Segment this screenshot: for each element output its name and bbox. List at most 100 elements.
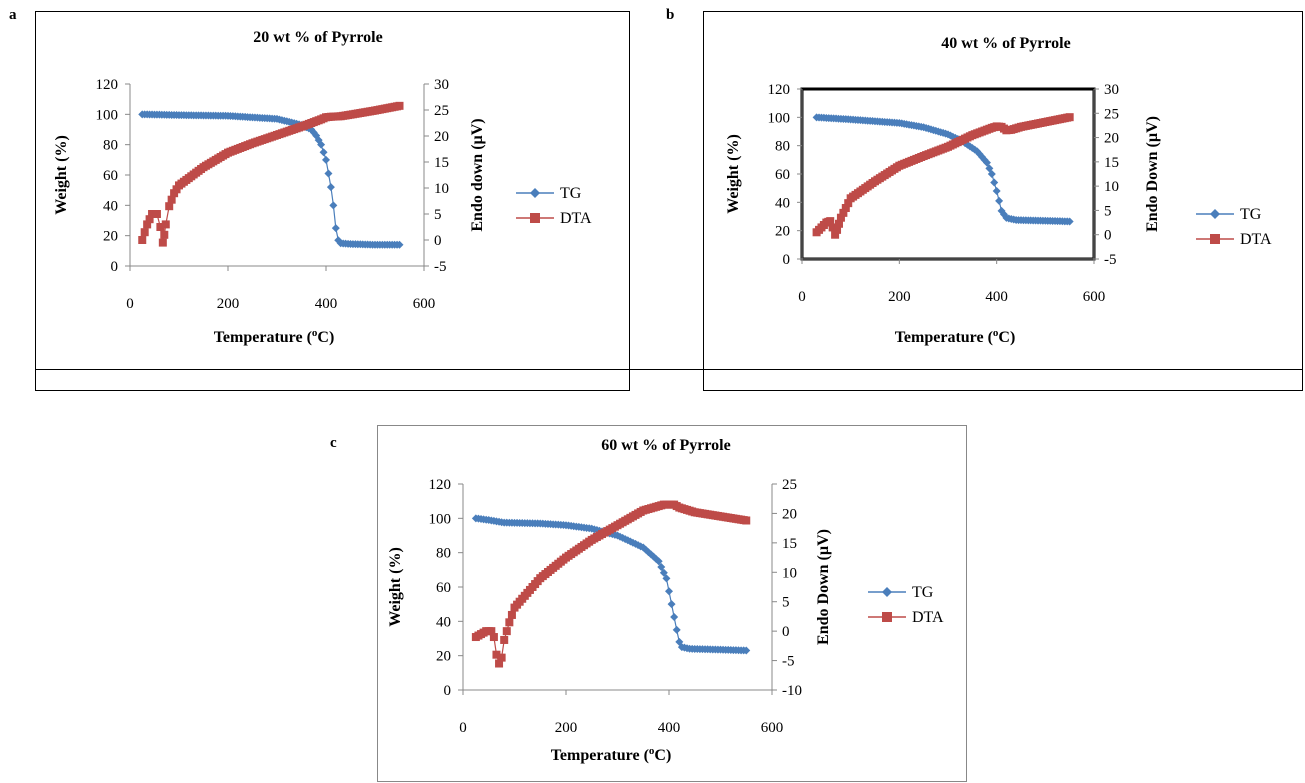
y-tick-label: 120 <box>768 82 791 98</box>
connector-line <box>630 369 703 370</box>
data-point-tg <box>985 164 994 173</box>
y-axis-label: Weight (%) <box>725 134 742 214</box>
y-tick-label: 20 <box>436 649 451 665</box>
data-point-tg <box>319 148 328 157</box>
y-tick-label: 0 <box>444 683 452 699</box>
data-point-tg <box>665 587 673 596</box>
y2-tick-label: 25 <box>434 103 449 119</box>
y-tick-label: 0 <box>111 259 119 275</box>
data-point-tg <box>659 568 668 577</box>
data-point-tg <box>329 201 338 210</box>
y-tick-label: 60 <box>103 168 118 184</box>
x-tick-label: 400 <box>985 289 1008 305</box>
data-point-tg <box>670 613 679 622</box>
data-point-tg <box>992 187 1001 195</box>
x-tick-label: 200 <box>217 296 240 312</box>
footer-rule-a <box>35 369 630 370</box>
x-tick-label: 400 <box>658 720 681 736</box>
legend-label-tg: TG <box>560 185 582 202</box>
y2-tick-label: 20 <box>434 129 449 145</box>
data-point-dta <box>395 101 404 110</box>
data-point-tg <box>657 562 666 571</box>
y2-tick-label: 10 <box>782 565 797 581</box>
data-point-tg <box>326 183 335 192</box>
legend-label-dta: DTA <box>1240 231 1272 248</box>
y2-tick-label: 15 <box>1104 155 1119 171</box>
x-tick-label: 600 <box>413 296 436 312</box>
y-tick-label: 120 <box>96 77 119 93</box>
data-point-dta <box>505 618 514 627</box>
data-point-dta <box>143 220 152 229</box>
data-point-tg <box>982 158 991 167</box>
x-axis-label: Temperature (oC) <box>895 327 1016 346</box>
legend-marker-dta <box>1210 234 1220 244</box>
x-tick-label: 0 <box>798 289 806 305</box>
y-tick-label: 60 <box>775 167 790 183</box>
y2-axis-label: Endo Down (µV) <box>815 529 832 645</box>
data-point-tg <box>654 557 663 566</box>
footer-rule-b <box>703 369 1303 370</box>
data-point-dta <box>497 653 506 662</box>
panel-letter-c: c <box>330 435 337 451</box>
plot-area-border <box>800 87 1096 261</box>
y2-tick-label: -5 <box>782 654 795 670</box>
data-point-tg <box>990 178 999 187</box>
x-tick-label: 400 <box>315 296 338 312</box>
data-point-dta <box>489 633 498 642</box>
data-point-dta <box>140 228 149 237</box>
y2-tick-label: 0 <box>782 624 790 640</box>
legend-marker-dta <box>530 213 540 223</box>
data-point-dta <box>831 230 840 239</box>
series-tg <box>471 514 751 655</box>
legend-marker-tg <box>530 188 540 198</box>
x-tick-label: 0 <box>126 296 134 312</box>
x-tick-label: 600 <box>761 720 784 736</box>
y2-tick-label: 15 <box>782 536 797 552</box>
legend-label-tg: TG <box>912 584 934 601</box>
series-line-dta <box>141 105 400 243</box>
data-point-dta <box>841 204 850 212</box>
data-point-tg <box>667 600 676 609</box>
y-tick-label: 40 <box>775 195 790 211</box>
data-point-dta <box>839 208 848 217</box>
legend-label-tg: TG <box>1240 206 1262 223</box>
data-point-dta <box>1065 113 1074 122</box>
y-tick-label: 80 <box>436 546 451 562</box>
y-axis-label: Weight (%) <box>387 547 404 627</box>
y2-axis-label: Endo down (µV) <box>469 118 486 231</box>
y2-tick-label: 25 <box>782 477 797 493</box>
y-tick-label: 80 <box>103 138 118 154</box>
y2-axis-label: Endo Down (µV) <box>1144 116 1161 232</box>
data-point-dta <box>165 202 174 211</box>
x-tick-label: 600 <box>1083 289 1106 305</box>
y2-tick-label: 30 <box>434 77 449 93</box>
data-point-tg <box>672 625 681 634</box>
data-point-dta <box>156 223 165 231</box>
legend-label-dta: DTA <box>560 210 592 227</box>
data-point-dta <box>487 627 496 636</box>
x-tick-label: 200 <box>888 289 911 305</box>
y2-tick-label: -5 <box>1104 252 1117 268</box>
y2-tick-label: 20 <box>782 506 797 522</box>
x-tick-label: 200 <box>555 720 578 736</box>
y2-tick-label: 5 <box>782 595 790 611</box>
chart-title: 60 wt % of Pyrrole <box>601 437 730 454</box>
data-point-dta <box>500 635 509 644</box>
panel-letter-b: b <box>666 7 675 23</box>
legend-marker-dta <box>882 612 892 622</box>
y-tick-label: 100 <box>768 110 791 126</box>
data-point-dta <box>742 516 751 525</box>
data-point-dta <box>507 610 516 619</box>
data-point-dta <box>145 215 154 224</box>
y2-tick-label: 5 <box>434 207 442 223</box>
data-point-dta <box>836 213 845 222</box>
legend-label-dta: DTA <box>912 609 944 626</box>
data-point-dta <box>138 236 147 244</box>
y2-tick-label: -5 <box>434 259 447 275</box>
y2-tick-label: -10 <box>782 683 802 699</box>
x-tick-label: 0 <box>459 720 467 736</box>
